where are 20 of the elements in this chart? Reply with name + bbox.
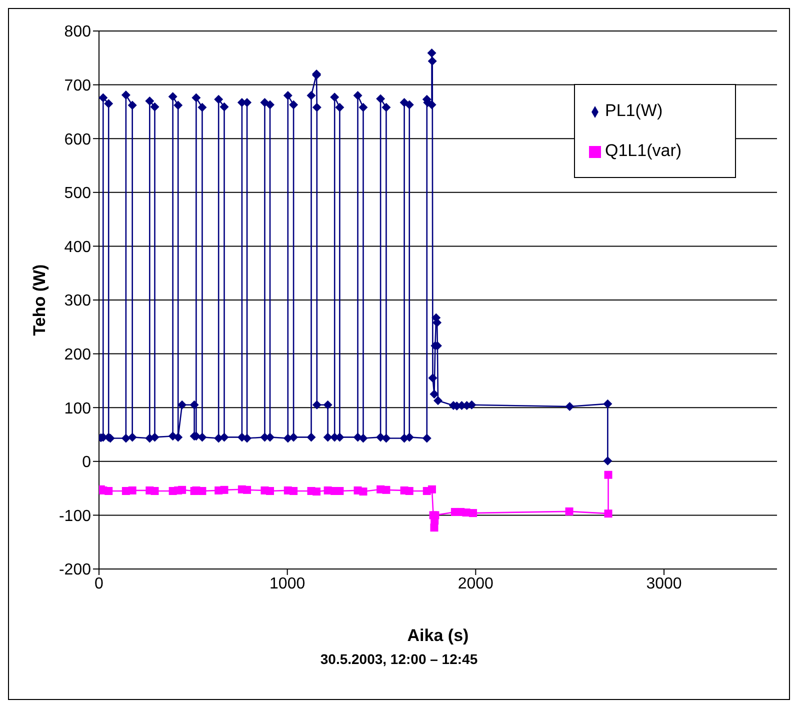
- y-tick-label: -200: [58, 562, 92, 579]
- text: 30.5.2003, 12:00 – 12:45: [319, 651, 479, 667]
- x-tick-label: 1000: [270, 575, 306, 592]
- x-tick-label: 0: [94, 575, 104, 592]
- y-tick-label: 600: [64, 131, 92, 148]
- y-tick-label: 400: [64, 238, 92, 256]
- y-tick-label: 500: [64, 185, 92, 202]
- x-axis-title: Aika (s): [407, 626, 469, 645]
- y-axis-title: Teho (W): [30, 264, 50, 336]
- legend-label: PL1(W): [605, 101, 663, 120]
- y-tick-label: 800: [64, 24, 92, 41]
- legend-label: Q1L1(var): [605, 141, 682, 160]
- y-tick-label: -100: [58, 508, 92, 525]
- y-tick-label: 300: [64, 292, 92, 310]
- y-tick-label: 100: [64, 400, 92, 418]
- x-tick-label: 3000: [646, 575, 682, 592]
- y-tick-label: 700: [64, 77, 92, 94]
- y-tick-label: 200: [64, 346, 92, 364]
- x-tick-label: 2000: [458, 575, 494, 592]
- y-tick-label: 0: [82, 454, 92, 472]
